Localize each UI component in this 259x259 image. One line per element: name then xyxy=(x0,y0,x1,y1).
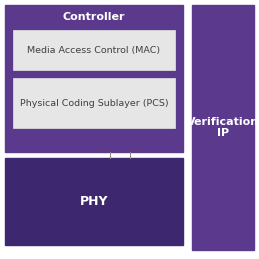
Bar xyxy=(5,158,183,245)
Bar xyxy=(5,5,183,152)
Bar xyxy=(192,5,254,250)
Text: PHY: PHY xyxy=(80,195,108,208)
Bar xyxy=(13,78,175,128)
Text: Verification
IP: Verification IP xyxy=(187,117,259,138)
Text: Media Access Control (MAC): Media Access Control (MAC) xyxy=(27,46,161,54)
Bar xyxy=(13,30,175,70)
Text: Physical Coding Sublayer (PCS): Physical Coding Sublayer (PCS) xyxy=(20,98,168,107)
Text: Controller: Controller xyxy=(63,12,125,22)
